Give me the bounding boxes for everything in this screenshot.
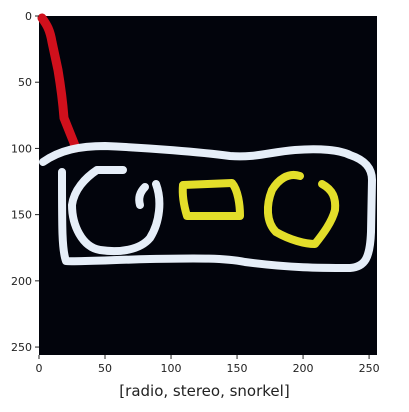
white-dial — [68, 166, 164, 256]
y-tick-label: 0 — [25, 10, 32, 23]
x-tick-label: 150 — [227, 362, 248, 375]
y-tick-label: 50 — [18, 76, 32, 89]
y-axis: 0 50 100 150 200 250 — [11, 10, 39, 354]
caption: [radio, stereo, snorkel] — [119, 382, 290, 400]
red-stroke — [37, 13, 81, 153]
white-outline — [39, 142, 376, 272]
x-axis: 0 50 100 150 200 250 — [36, 355, 380, 375]
y-tick-label: 100 — [11, 142, 32, 155]
y-tick-label: 250 — [11, 341, 32, 354]
x-tick-label: 0 — [36, 362, 43, 375]
x-tick-label: 200 — [293, 362, 314, 375]
x-tick-label: 250 — [359, 362, 380, 375]
x-tick-label: 100 — [161, 362, 182, 375]
yellow-display — [178, 179, 244, 220]
y-tick-label: 200 — [11, 275, 32, 288]
y-tick-label: 150 — [11, 209, 32, 222]
white-knob — [135, 183, 149, 209]
yellow-speaker — [263, 171, 340, 248]
x-tick-label: 50 — [98, 362, 112, 375]
